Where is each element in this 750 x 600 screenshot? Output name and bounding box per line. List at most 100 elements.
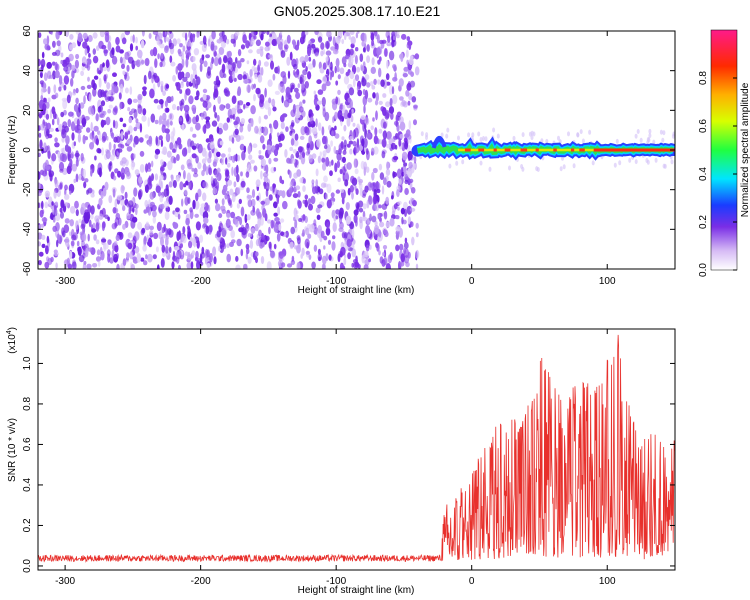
noise-speck (328, 254, 332, 261)
halo-speck (557, 135, 560, 141)
noise-speck (312, 186, 317, 195)
noise-speck (236, 202, 240, 209)
noise-speck (255, 39, 261, 47)
noise-speck (135, 207, 138, 216)
noise-speck (348, 34, 352, 40)
noise-speck (105, 149, 111, 160)
halo-speck (613, 162, 617, 168)
noise-speck (60, 199, 65, 209)
noise-speck (338, 211, 344, 219)
noise-speck (226, 38, 230, 45)
noise-speck (44, 165, 51, 170)
noise-speck (253, 35, 257, 40)
noise-speck (70, 151, 74, 159)
noise-speck (308, 154, 313, 163)
noise-speck (294, 87, 299, 93)
noise-speck (260, 33, 264, 41)
noise-speck (107, 253, 111, 263)
noise-speck (107, 239, 112, 246)
noise-speck (193, 48, 200, 56)
noise-speck (195, 256, 198, 262)
noise-speck (172, 103, 177, 111)
noise-speck (277, 135, 282, 143)
noise-speck (288, 187, 293, 195)
noise-speck (299, 177, 304, 184)
noise-speck (161, 226, 165, 234)
noise-speck (175, 207, 180, 213)
noise-speck (354, 74, 360, 82)
noise-speck (156, 264, 160, 269)
noise-speck (78, 255, 85, 263)
noise-speck (135, 121, 142, 130)
noise-speck (54, 61, 58, 71)
noise-speck (317, 89, 324, 95)
noise-speck (401, 216, 404, 225)
noise-speck (147, 237, 153, 248)
noise-speck (68, 53, 74, 62)
noise-speck (169, 142, 174, 150)
noise-speck (197, 162, 202, 170)
noise-speck (266, 31, 270, 36)
noise-speck (133, 126, 138, 132)
noise-speck (346, 143, 351, 148)
noise-speck (269, 186, 273, 192)
noise-speck (51, 153, 57, 162)
noise-speck (317, 36, 323, 43)
noise-speck (43, 97, 46, 103)
noise-speck (69, 158, 73, 168)
noise-speck (179, 43, 183, 48)
noise-speck (164, 45, 169, 51)
noise-speck (413, 119, 417, 126)
noise-speck (194, 213, 199, 218)
noise-speck (265, 41, 270, 47)
noise-speck (141, 59, 145, 65)
noise-speck (361, 138, 365, 147)
noise-speck (290, 158, 296, 164)
noise-speck (249, 239, 254, 249)
halo-speck (652, 139, 656, 145)
noise-speck (243, 145, 247, 153)
noise-speck (42, 170, 48, 177)
noise-speck (201, 44, 207, 52)
noise-speck (393, 135, 399, 140)
noise-speck (141, 115, 147, 122)
noise-speck (233, 121, 238, 126)
noise-speck (112, 119, 116, 129)
noise-speck (68, 111, 74, 117)
noise-speck (98, 132, 102, 141)
noise-speck (381, 39, 387, 44)
noise-speck (45, 113, 50, 120)
noise-speck (295, 151, 300, 159)
noise-speck (302, 214, 306, 221)
noise-speck (302, 69, 308, 76)
noise-speck (137, 104, 143, 115)
halo-speck (496, 133, 500, 139)
noise-speck (343, 63, 347, 68)
noise-speck (257, 74, 263, 83)
noise-speck (383, 177, 387, 186)
noise-speck (233, 181, 237, 188)
noise-speck (245, 102, 251, 106)
noise-speck (112, 108, 118, 116)
noise-speck (108, 96, 114, 102)
noise-speck (159, 195, 164, 203)
noise-speck (290, 138, 295, 146)
noise-speck (405, 261, 410, 268)
noise-speck (268, 226, 271, 235)
noise-speck (202, 93, 207, 101)
noise-speck (323, 175, 328, 183)
noise-speck (111, 47, 115, 55)
colorbar-gradient (710, 29, 738, 271)
noise-speck (71, 163, 77, 172)
noise-speck (396, 34, 400, 39)
noise-speck (360, 64, 363, 71)
noise-speck (280, 218, 285, 223)
noise-speck (385, 73, 390, 81)
noise-speck (164, 100, 168, 108)
y-tick-label: -20 (22, 182, 33, 197)
noise-speck (107, 108, 112, 114)
noise-speck (239, 143, 245, 151)
noise-speck (216, 172, 222, 182)
noise-speck (94, 215, 100, 223)
